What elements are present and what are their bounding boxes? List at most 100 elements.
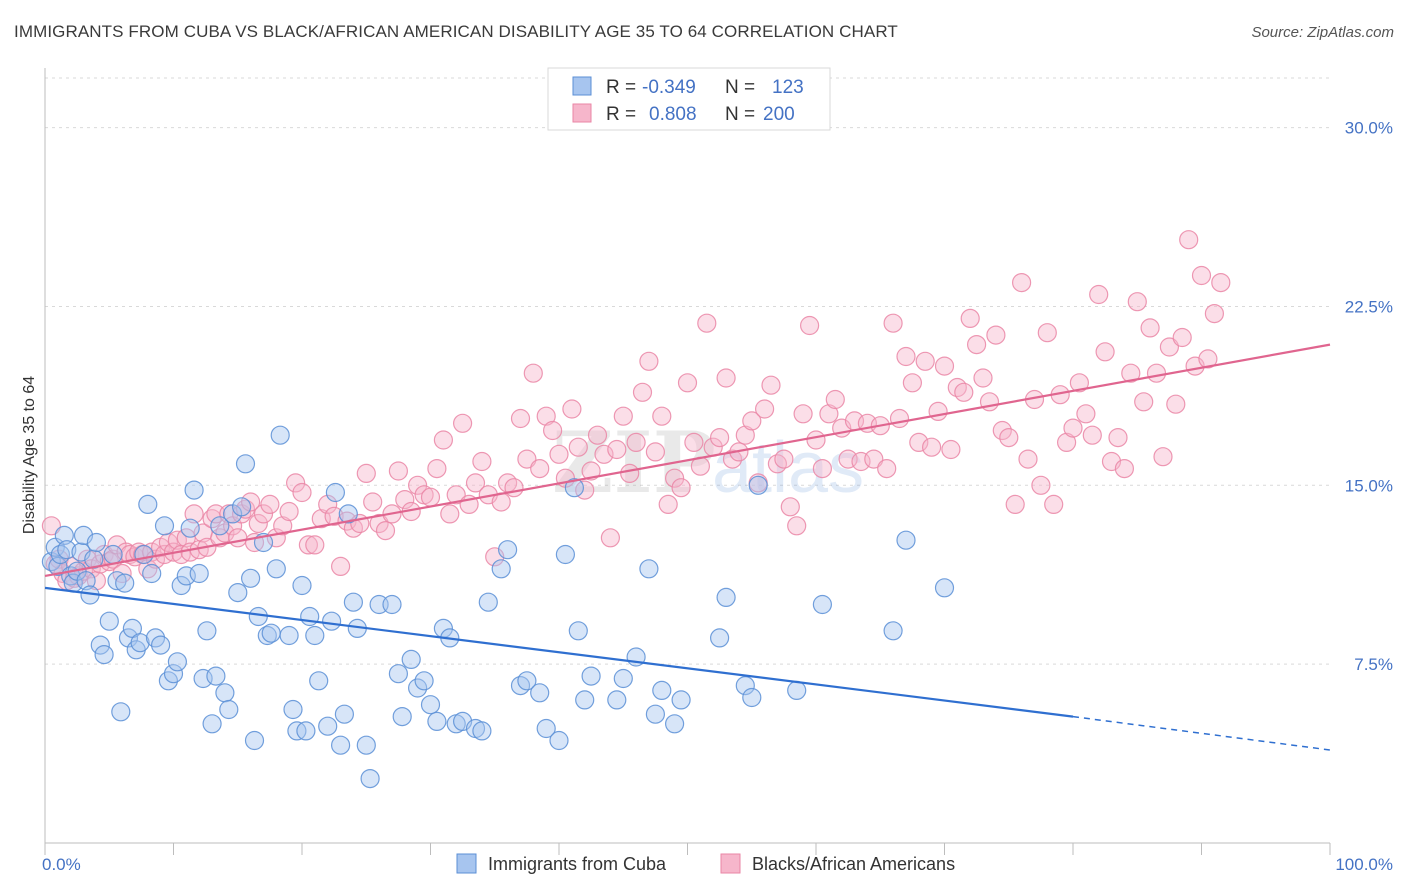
blue-point xyxy=(883,621,903,641)
blue-point xyxy=(812,594,833,615)
pink-point xyxy=(909,432,929,452)
blue-point xyxy=(420,695,441,715)
pink-point xyxy=(228,528,248,548)
blue-point xyxy=(241,568,261,588)
bottom-legend-blue-swatch xyxy=(456,853,477,874)
blue-point xyxy=(934,578,955,598)
legend: R = -0.349 N = 123 R = 0.808 N = 200 xyxy=(547,67,831,131)
pink-point xyxy=(1191,265,1212,286)
pink-point xyxy=(819,404,839,424)
legend-pink-swatch xyxy=(572,103,592,123)
pink-point xyxy=(1159,337,1180,357)
blue-point xyxy=(99,611,119,631)
blue-point xyxy=(167,652,187,672)
blue-point xyxy=(318,716,338,736)
blue-point xyxy=(748,475,768,495)
pink-point xyxy=(453,413,473,433)
pink-point xyxy=(709,428,730,448)
blue-point xyxy=(305,625,325,646)
x-tick-label-max: 100.0% xyxy=(1335,855,1393,874)
y-tick-label: 7.5% xyxy=(1354,655,1393,674)
legend-blue-swatch xyxy=(572,76,592,96)
blue-point xyxy=(338,504,358,524)
pink-point xyxy=(664,468,685,488)
pink-point xyxy=(806,430,826,450)
blue-point xyxy=(94,644,114,665)
blue-point xyxy=(163,664,184,684)
pink-point xyxy=(440,504,460,524)
blue-point xyxy=(536,718,556,739)
pink-point xyxy=(1005,494,1025,514)
pink-point xyxy=(523,363,543,383)
pink-point xyxy=(1179,230,1199,250)
pink-point xyxy=(253,504,274,524)
pink-point xyxy=(581,461,601,481)
pink-point xyxy=(286,473,306,493)
blue-point xyxy=(382,594,402,615)
pink-point xyxy=(279,501,299,522)
blue-point xyxy=(54,525,74,546)
blue-point xyxy=(107,571,127,591)
pink-point xyxy=(41,516,62,536)
blue-trend-line xyxy=(44,586,1074,718)
blue-series xyxy=(41,425,955,789)
pink-point xyxy=(941,439,961,460)
pink-point xyxy=(697,313,717,333)
blue-point xyxy=(309,671,329,691)
blue-point xyxy=(296,721,316,741)
watermark: ZIP atlas xyxy=(552,413,864,512)
blue-point xyxy=(613,668,633,689)
blue-point xyxy=(57,540,77,560)
pink-point xyxy=(1095,342,1115,362)
x-tick-marks xyxy=(44,843,1331,855)
pink-point xyxy=(613,406,633,426)
pink-point xyxy=(536,406,556,426)
pink-point xyxy=(1153,447,1173,467)
blue-point xyxy=(645,704,666,724)
pink-point xyxy=(883,313,903,333)
blue-point xyxy=(498,540,518,560)
bottom-legend-pink-swatch xyxy=(720,853,741,874)
pink-point xyxy=(799,315,820,336)
pink-point xyxy=(915,351,935,371)
pink-point xyxy=(986,325,1006,345)
pink-point xyxy=(273,516,293,536)
pink-point xyxy=(966,335,987,355)
blue-point xyxy=(184,480,204,500)
x-tick-label-min: 0.0% xyxy=(42,855,81,874)
blue-point xyxy=(90,635,110,655)
pink-point xyxy=(562,399,582,419)
pink-point xyxy=(1011,273,1032,293)
blue-point xyxy=(210,516,230,536)
blue-point xyxy=(261,623,281,643)
blue-point xyxy=(270,425,290,445)
pink-point xyxy=(1204,304,1225,324)
pink-point xyxy=(1018,449,1038,469)
pink-point xyxy=(864,449,884,469)
blue-point xyxy=(292,575,312,596)
pink-point xyxy=(677,373,698,393)
blue-trend-extension xyxy=(1072,715,1331,751)
blue-point xyxy=(228,582,248,603)
blue-point xyxy=(607,690,627,710)
pink-point xyxy=(921,437,942,457)
pink-point xyxy=(331,556,351,577)
pink-point xyxy=(812,459,833,479)
pink-point xyxy=(684,432,704,452)
pink-point xyxy=(1076,404,1096,424)
y-tick-label: 22.5% xyxy=(1345,297,1393,316)
blue-point xyxy=(575,690,595,710)
blue-point xyxy=(896,530,916,550)
legend-pink-n-label: N = xyxy=(725,104,755,125)
pink-point xyxy=(305,535,325,555)
chart-source: Source: ZipAtlas.com xyxy=(1251,24,1394,41)
blue-point xyxy=(581,666,601,686)
blue-point xyxy=(652,680,672,701)
blue-point xyxy=(360,768,380,789)
pink-point xyxy=(632,382,653,402)
blue-point xyxy=(472,721,492,741)
blue-point xyxy=(134,544,154,565)
pink-point xyxy=(742,411,762,431)
pink-point xyxy=(1037,323,1057,343)
blue-point xyxy=(331,735,351,755)
